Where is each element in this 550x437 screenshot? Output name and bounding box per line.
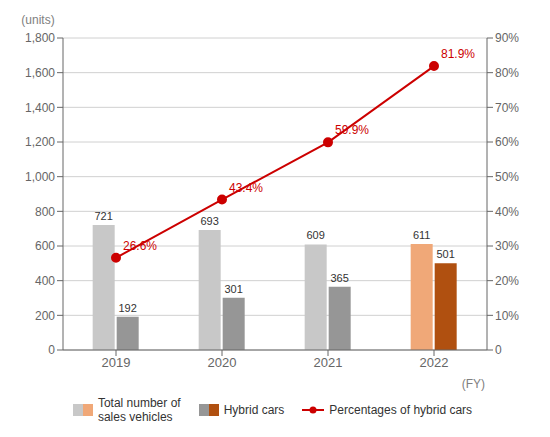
svg-text:800: 800: [35, 205, 55, 219]
svg-text:59.9%: 59.9%: [335, 123, 369, 137]
svg-text:2020: 2020: [208, 355, 237, 370]
svg-text:200: 200: [35, 309, 55, 323]
svg-text:(units): (units): [21, 13, 54, 27]
svg-text:70%: 70%: [495, 101, 519, 115]
svg-text:721: 721: [95, 210, 113, 222]
svg-text:400: 400: [35, 274, 55, 288]
svg-text:81.9%: 81.9%: [441, 47, 475, 61]
html-text:Total number of sales vehicles: Total number of sales vehicles: [97, 396, 181, 424]
svg-text:20%: 20%: [495, 274, 519, 288]
svg-text:611: 611: [413, 229, 431, 241]
svg-text:30%: 30%: [495, 239, 519, 253]
svg-text:301: 301: [225, 283, 243, 295]
svg-text:0: 0: [48, 343, 55, 357]
svg-text:1,200: 1,200: [25, 135, 55, 149]
svg-text:80%: 80%: [495, 66, 519, 80]
svg-text:43.4%: 43.4%: [229, 181, 263, 195]
html-text:Hybrid cars: Hybrid cars: [223, 403, 285, 417]
svg-text:1,600: 1,600: [25, 66, 55, 80]
svg-text:501: 501: [437, 248, 455, 260]
svg-text:192: 192: [119, 302, 137, 314]
svg-text:50%: 50%: [495, 170, 519, 184]
svg-text:1,800: 1,800: [25, 31, 55, 45]
svg-text:609: 609: [307, 229, 325, 241]
svg-text:693: 693: [201, 215, 219, 227]
svg-text:2019: 2019: [102, 355, 131, 370]
svg-text:0: 0: [495, 343, 502, 357]
svg-text:600: 600: [35, 239, 55, 253]
svg-text:10%: 10%: [495, 309, 519, 323]
svg-text:(FY): (FY): [462, 377, 485, 391]
svg-text:1,000: 1,000: [25, 170, 55, 184]
html-text:Percentages of hybrid cars: Percentages of hybrid cars: [329, 403, 473, 417]
svg-text:90%: 90%: [495, 31, 519, 45]
svg-text:40%: 40%: [495, 205, 519, 219]
svg-text:60%: 60%: [495, 135, 519, 149]
svg-text:2022: 2022: [420, 355, 449, 370]
svg-text:365: 365: [331, 272, 349, 284]
svg-text:26.6%: 26.6%: [123, 239, 157, 253]
svg-text:2021: 2021: [314, 355, 343, 370]
svg-text:1,400: 1,400: [25, 101, 55, 115]
